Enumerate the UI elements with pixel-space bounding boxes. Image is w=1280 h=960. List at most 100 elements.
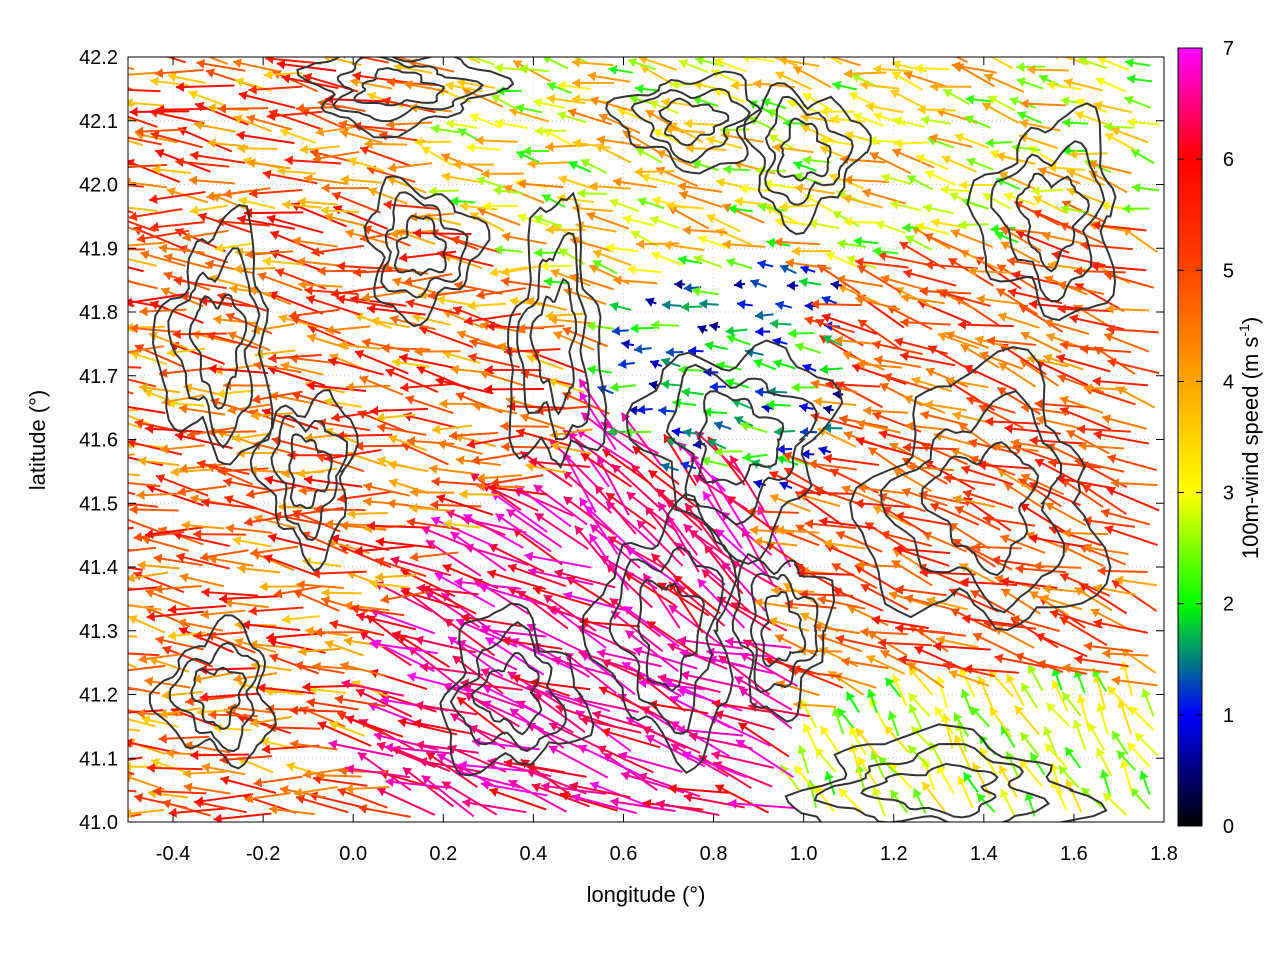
wind-arrow [621, 339, 635, 350]
wind-arrow [779, 764, 800, 791]
wind-arrow [837, 284, 878, 304]
contour-line [860, 762, 999, 819]
wind-arrow [1125, 58, 1151, 68]
wind-arrow [574, 525, 617, 576]
wind-arrow [369, 578, 408, 589]
wind-arrow [520, 412, 566, 430]
wind-arrow [267, 722, 321, 733]
wind-arrow [128, 351, 139, 356]
wind-arrow [713, 57, 747, 73]
wind-arrow [1127, 117, 1160, 128]
wind-arrow [430, 124, 460, 135]
wind-arrow [873, 355, 922, 369]
wind-arrow [633, 646, 698, 670]
wind-arrow [755, 326, 771, 337]
wind-arrow [768, 470, 821, 497]
wind-arrow [735, 739, 795, 779]
wind-arrow [965, 94, 992, 105]
wind-arrow [236, 130, 295, 145]
wind-arrow [330, 285, 386, 299]
wind-arrow [638, 57, 677, 71]
wind-arrow [1061, 691, 1082, 717]
wind-arrow [1029, 752, 1046, 776]
wind-arrow [709, 381, 727, 392]
wind-arrow [749, 278, 768, 289]
wind-arrow [1101, 414, 1148, 430]
wind-arrow [161, 690, 203, 701]
wind-arrow [323, 397, 363, 409]
wind-arrow [361, 290, 407, 303]
wind-arrow [385, 777, 452, 789]
wind-arrow [157, 526, 204, 546]
wind-arrow [637, 197, 665, 210]
wind-arrow [810, 379, 857, 393]
wind-arrow [385, 368, 439, 393]
wind-arrow [844, 174, 889, 185]
wind-arrow [1074, 654, 1129, 668]
wind-arrow [282, 199, 322, 210]
wind-arrow [817, 427, 857, 448]
x-tick-label: 0.8 [700, 843, 728, 865]
wind-arrow [345, 714, 404, 738]
wind-arrow [355, 441, 407, 452]
wind-vectors [128, 57, 1160, 822]
wind-arrow [818, 516, 877, 530]
wind-arrow [609, 382, 637, 393]
wind-arrow [128, 206, 158, 213]
wind-arrow [1026, 64, 1069, 75]
wind-arrow [381, 96, 436, 114]
wind-arrow [1051, 679, 1069, 712]
wind-arrow [268, 291, 324, 315]
contour-line [188, 293, 248, 410]
wind-arrow [176, 552, 230, 570]
wind-arrow [1095, 77, 1127, 93]
wind-arrow [531, 782, 590, 808]
wind-arrow [494, 63, 525, 74]
wind-arrow [911, 376, 953, 393]
wind-arrow [316, 770, 362, 781]
wind-arrow [302, 767, 348, 780]
wind-arrow [586, 211, 630, 230]
wind-arrow [972, 542, 1022, 553]
wind-arrow [867, 446, 909, 476]
wind-arrow [128, 571, 169, 583]
wind-arrow [1097, 565, 1148, 576]
wind-arrow [737, 721, 790, 758]
wind-arrow [168, 807, 226, 818]
wind-arrow [873, 111, 907, 126]
wind-arrow [1126, 741, 1151, 768]
wind-arrow [848, 726, 867, 756]
wind-arrow [596, 455, 630, 516]
wind-arrow [188, 90, 225, 107]
x-tick-label: 0.0 [339, 843, 367, 865]
wind-arrow [338, 340, 381, 351]
wind-arrow [177, 618, 224, 632]
wind-arrow [1117, 698, 1133, 735]
colorbar-tick-label: 5 [1223, 260, 1234, 282]
wind-arrow [427, 288, 477, 301]
wind-arrow [680, 460, 697, 471]
wind-arrow [577, 744, 641, 777]
wind-arrow [557, 110, 587, 124]
wind-arrow [540, 261, 573, 272]
wind-arrow [666, 200, 704, 211]
x-axis-label: longitude (°) [587, 882, 706, 907]
wind-arrow [1029, 590, 1069, 617]
wind-arrow [960, 688, 974, 715]
wind-arrow [608, 64, 634, 75]
wind-arrow [137, 560, 180, 571]
wind-arrow [962, 489, 1014, 510]
wind-arrow [525, 461, 567, 474]
wind-arrow [922, 203, 954, 215]
contour-line [743, 82, 872, 236]
wind-arrow [241, 620, 301, 632]
wind-arrow [587, 71, 631, 83]
contour-line [625, 339, 844, 565]
wind-arrow [838, 788, 863, 813]
wind-arrow [855, 257, 909, 269]
wind-arrow [734, 675, 793, 711]
wind-arrow [160, 287, 204, 308]
wind-arrow [166, 187, 209, 204]
wind-arrow [303, 173, 348, 185]
wind-arrow [1064, 746, 1082, 769]
